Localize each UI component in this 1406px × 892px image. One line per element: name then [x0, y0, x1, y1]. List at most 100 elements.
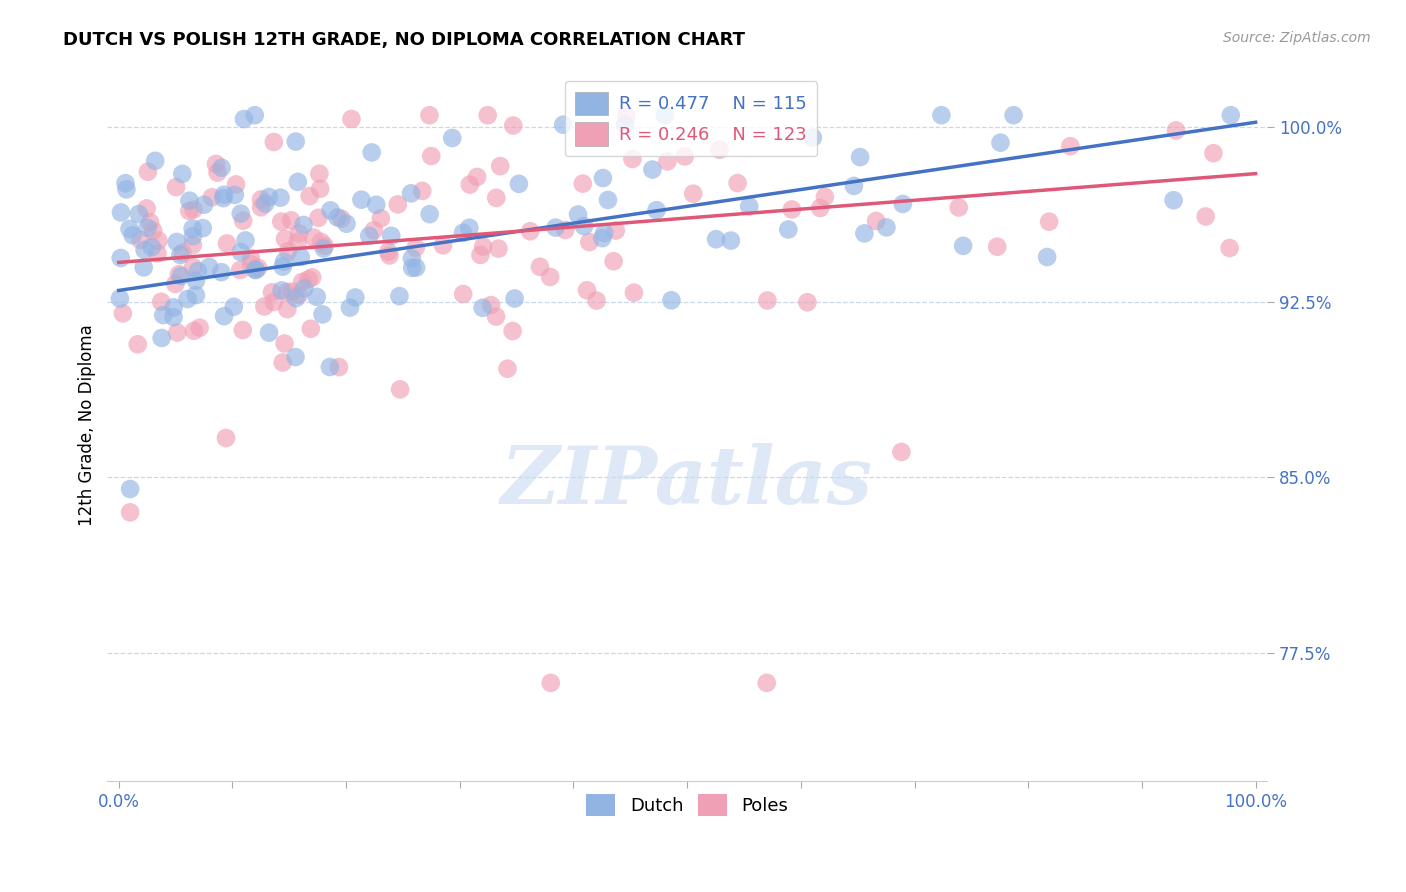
Point — [654, 108, 676, 122]
Point — [292, 281, 315, 295]
Point — [118, 222, 141, 236]
Point — [576, 283, 599, 297]
Point — [110, 251, 132, 265]
Point — [489, 159, 512, 173]
Point — [232, 112, 254, 126]
Point — [187, 264, 209, 278]
Text: DUTCH VS POLISH 12TH GRADE, NO DIPLOMA CORRELATION CHART: DUTCH VS POLISH 12TH GRADE, NO DIPLOMA C… — [63, 31, 745, 49]
Point — [141, 240, 163, 254]
Point — [281, 285, 304, 299]
Point — [111, 306, 134, 320]
Point — [709, 143, 731, 157]
Point — [399, 186, 422, 201]
Point — [166, 326, 188, 340]
Point — [254, 196, 277, 211]
Point — [529, 260, 551, 274]
Point — [179, 194, 201, 208]
Point — [1195, 210, 1218, 224]
Point — [271, 355, 294, 369]
Point — [420, 149, 443, 163]
Point — [682, 186, 704, 201]
Point — [229, 263, 252, 277]
Point — [388, 289, 411, 303]
Point — [150, 294, 173, 309]
Point — [181, 229, 204, 244]
Point — [311, 307, 333, 321]
Point — [1219, 241, 1241, 255]
Point — [401, 260, 423, 275]
Point — [243, 262, 266, 277]
Point — [162, 310, 184, 324]
Point — [229, 206, 252, 220]
Point — [250, 200, 273, 214]
Point — [276, 302, 298, 317]
Point — [865, 214, 887, 228]
Point — [344, 290, 367, 304]
Point — [567, 208, 589, 222]
Point — [540, 676, 562, 690]
Point — [302, 230, 325, 244]
Point — [183, 202, 205, 217]
Point — [209, 265, 232, 279]
Point — [292, 218, 315, 232]
Point — [387, 197, 409, 211]
Point — [284, 350, 307, 364]
Point — [849, 150, 872, 164]
Point — [519, 224, 541, 238]
Point — [485, 191, 508, 205]
Point — [1202, 146, 1225, 161]
Point — [229, 245, 252, 260]
Point — [128, 207, 150, 221]
Point — [948, 201, 970, 215]
Point — [284, 135, 307, 149]
Point — [411, 184, 433, 198]
Point — [167, 267, 190, 281]
Point — [538, 269, 561, 284]
Point — [496, 361, 519, 376]
Point — [309, 182, 332, 196]
Point — [853, 227, 876, 241]
Point — [191, 221, 214, 235]
Point — [319, 203, 342, 218]
Point — [135, 202, 157, 216]
Point — [139, 215, 162, 229]
Point — [235, 234, 257, 248]
Point — [176, 292, 198, 306]
Point — [143, 153, 166, 168]
Point — [593, 226, 616, 240]
Point — [605, 223, 627, 237]
Point — [232, 323, 254, 337]
Point — [931, 108, 953, 122]
Point — [890, 445, 912, 459]
Point — [181, 260, 204, 274]
Point — [477, 108, 499, 122]
Point — [614, 109, 637, 123]
Point — [673, 149, 696, 163]
Point — [592, 171, 614, 186]
Point — [1164, 123, 1187, 137]
Point — [172, 167, 194, 181]
Point — [553, 118, 575, 132]
Point — [152, 308, 174, 322]
Point — [121, 228, 143, 243]
Point — [738, 199, 761, 213]
Point — [1059, 139, 1081, 153]
Point — [657, 154, 679, 169]
Point — [193, 197, 215, 211]
Point — [359, 228, 381, 243]
Point — [183, 324, 205, 338]
Point — [132, 260, 155, 275]
Point — [875, 220, 897, 235]
Point — [245, 263, 267, 277]
Point — [319, 359, 342, 374]
Point — [578, 235, 600, 249]
Point — [299, 322, 322, 336]
Point — [129, 233, 152, 247]
Point — [377, 244, 399, 259]
Point — [257, 326, 280, 340]
Point — [389, 383, 412, 397]
Point — [720, 234, 742, 248]
Point — [239, 257, 262, 271]
Point — [602, 254, 624, 268]
Point — [360, 145, 382, 160]
